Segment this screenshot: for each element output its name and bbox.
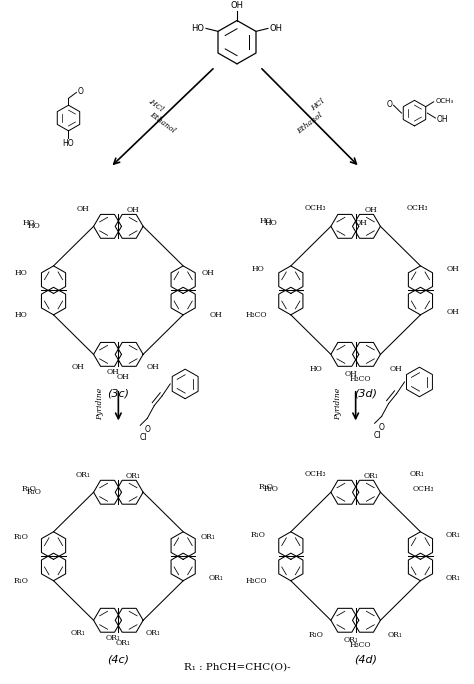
Text: HO: HO [14, 311, 27, 319]
Text: OH: OH [72, 363, 85, 371]
Text: (3d): (3d) [354, 389, 377, 399]
Text: OR₁: OR₁ [446, 531, 461, 538]
Text: OH: OH [117, 373, 130, 381]
Text: O: O [379, 423, 384, 432]
Text: OH: OH [77, 205, 90, 213]
Text: OR₁: OR₁ [388, 631, 403, 639]
Text: R₁O: R₁O [258, 484, 273, 491]
Text: OR₁: OR₁ [146, 629, 161, 637]
Text: O: O [387, 100, 392, 109]
Text: OR₁: OR₁ [363, 471, 378, 479]
Text: (3c): (3c) [107, 389, 129, 399]
Text: OR₁: OR₁ [106, 634, 121, 642]
Text: OH: OH [147, 363, 160, 371]
Text: Ethanol: Ethanol [148, 111, 177, 135]
Text: OCH₃: OCH₃ [305, 469, 327, 477]
Text: HCl: HCl [310, 98, 326, 113]
Text: HO: HO [27, 222, 40, 231]
Text: OH: OH [364, 206, 377, 213]
Text: Pyridine: Pyridine [334, 388, 342, 420]
Text: R₁O: R₁O [21, 485, 36, 493]
Text: R₁O: R₁O [264, 485, 278, 493]
Text: (4d): (4d) [354, 655, 377, 665]
Text: OCH₃: OCH₃ [305, 204, 327, 211]
Text: Cl: Cl [139, 433, 147, 442]
Text: HO: HO [264, 220, 277, 227]
Text: R₁O: R₁O [26, 488, 41, 497]
Text: O: O [77, 87, 83, 96]
Text: HO: HO [14, 269, 27, 276]
Text: HO: HO [191, 24, 204, 33]
Text: OH: OH [210, 311, 222, 319]
Text: HO: HO [63, 139, 74, 148]
Text: OR₁: OR₁ [446, 574, 461, 582]
Text: O: O [145, 425, 150, 434]
Text: Cl: Cl [374, 431, 382, 440]
Text: OCH₃: OCH₃ [407, 204, 428, 211]
Text: OH: OH [344, 370, 357, 378]
Text: HO: HO [310, 365, 322, 373]
Text: (4c): (4c) [107, 655, 129, 665]
Text: HO: HO [252, 265, 264, 273]
Text: OH: OH [447, 308, 460, 316]
Text: OR₁: OR₁ [76, 471, 91, 479]
Text: R₁O: R₁O [13, 533, 28, 540]
Text: OH: OH [389, 365, 402, 373]
Text: R₁O: R₁O [250, 531, 265, 538]
Text: OR₁: OR₁ [116, 639, 131, 647]
Text: H₃CO: H₃CO [245, 577, 267, 585]
Text: OH: OH [127, 206, 140, 213]
Text: OR₁: OR₁ [201, 533, 216, 540]
Text: OH: OH [230, 1, 244, 10]
Text: R₁ : PhCH=CHC(O)-: R₁ : PhCH=CHC(O)- [184, 663, 290, 672]
Text: OH: OH [447, 265, 460, 273]
Text: H₃CO: H₃CO [350, 375, 372, 383]
Text: OR₁: OR₁ [126, 471, 141, 479]
Text: OH: OH [270, 24, 283, 33]
Text: OH: OH [437, 114, 448, 124]
Text: Ethanol: Ethanol [295, 111, 324, 135]
Text: OR₁: OR₁ [209, 574, 224, 582]
Text: OR₁: OR₁ [343, 636, 358, 644]
Text: H₃CO: H₃CO [350, 641, 372, 649]
Text: OH: OH [107, 368, 120, 376]
Text: R₁O: R₁O [308, 631, 323, 639]
Text: OR₁: OR₁ [71, 629, 86, 637]
Text: OCH₃: OCH₃ [413, 485, 434, 493]
Text: HO: HO [260, 218, 272, 226]
Text: .HCl: .HCl [146, 97, 164, 114]
Text: HO: HO [22, 220, 35, 227]
Text: OCH₃: OCH₃ [436, 98, 454, 104]
Text: OH: OH [202, 269, 214, 276]
Text: OH: OH [354, 220, 367, 227]
Text: OR₁: OR₁ [410, 469, 425, 477]
Text: R₁O: R₁O [13, 577, 28, 585]
Text: H₃CO: H₃CO [245, 311, 267, 319]
Text: Pyridine: Pyridine [96, 388, 104, 420]
